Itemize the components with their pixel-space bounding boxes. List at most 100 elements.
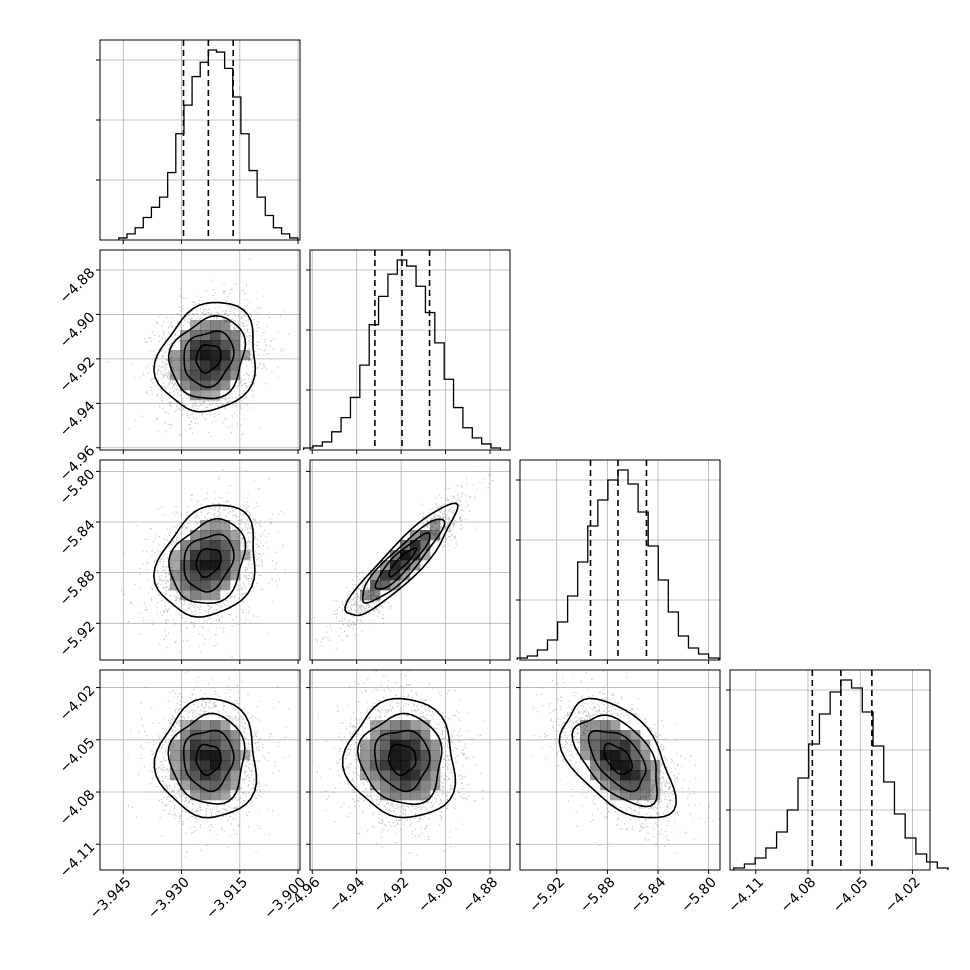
density-cell	[610, 750, 621, 761]
density-cell	[370, 780, 381, 791]
density-cell	[200, 550, 211, 561]
density-cell	[650, 770, 661, 781]
density-cell	[410, 530, 421, 541]
density-cell	[180, 720, 191, 731]
density-cell	[420, 740, 431, 751]
scatter-panel-1-0	[96, 249, 301, 454]
density-cell	[220, 340, 231, 351]
density-cell	[230, 780, 241, 791]
density-cell	[380, 740, 391, 751]
density-cell	[230, 550, 241, 561]
density-cell	[220, 560, 231, 571]
density-cell	[170, 760, 181, 771]
density-cell	[590, 770, 601, 781]
density-cell	[600, 720, 611, 731]
density-cell	[410, 550, 421, 561]
density-cell	[170, 570, 181, 581]
axes-frame	[729, 669, 931, 871]
density-cell	[420, 530, 431, 541]
density-cell	[650, 790, 661, 801]
density-cell	[170, 550, 181, 561]
density-cell	[380, 790, 391, 801]
density-cell	[180, 560, 191, 571]
density-cell	[590, 760, 601, 771]
density-cell	[600, 760, 611, 771]
density-cell	[390, 730, 401, 741]
density-cell	[390, 580, 401, 591]
contour-line-3	[153, 697, 258, 819]
contour-line-2	[167, 314, 247, 400]
density-cell	[220, 780, 231, 791]
histogram-step-line	[118, 49, 299, 240]
axes-frame	[99, 669, 301, 871]
density-cell	[190, 570, 201, 581]
density-cell	[420, 750, 431, 761]
density-cell	[220, 350, 231, 361]
axes-frame	[99, 39, 301, 241]
density-cell	[230, 340, 241, 351]
density-cell	[610, 780, 621, 791]
density-cell	[410, 720, 421, 731]
density-cell	[590, 750, 601, 761]
density-cell	[430, 530, 441, 541]
density-cell	[200, 790, 211, 801]
density-cell	[200, 760, 211, 771]
density-cell	[190, 370, 201, 381]
density-cell	[200, 360, 211, 371]
density-cell	[370, 770, 381, 781]
x-tick-label: −5.84	[628, 874, 670, 916]
density-cell	[240, 750, 251, 761]
contour-line-2	[167, 712, 246, 805]
density-cell	[180, 340, 191, 351]
density-cell	[230, 540, 241, 551]
y-tick-label: −4.94	[57, 398, 99, 440]
density-cell	[420, 540, 431, 551]
density-cell	[360, 760, 371, 771]
density-cell	[200, 320, 211, 331]
density-cell	[630, 760, 641, 771]
contour-line-1	[374, 532, 431, 590]
density-cell	[200, 350, 211, 361]
density-cell	[210, 750, 221, 761]
contour-line-1	[182, 729, 235, 793]
density-cell	[230, 350, 241, 361]
density-cell	[430, 750, 441, 761]
density-cell	[190, 780, 201, 791]
density-cell	[390, 560, 401, 571]
density-cell	[220, 330, 231, 341]
contour-line-3	[558, 697, 677, 819]
density-cell	[410, 740, 421, 751]
scatter-points	[531, 670, 714, 854]
density-cell	[400, 730, 411, 741]
density-cell	[210, 390, 221, 401]
density-cell	[220, 360, 231, 371]
histogram-panel-2	[516, 459, 721, 664]
density-cell	[200, 780, 211, 791]
axes-frame	[99, 249, 301, 451]
density-cell	[240, 350, 251, 361]
density-cell	[220, 580, 231, 591]
density-cell	[210, 320, 221, 331]
density-cell	[610, 730, 621, 741]
density-cell	[190, 720, 201, 731]
contour-line-3	[344, 502, 459, 617]
scatter-panel-2-0	[96, 459, 301, 664]
density-cell	[630, 790, 641, 801]
density-cell	[640, 750, 651, 761]
density-cell	[200, 590, 211, 601]
density-cell	[190, 530, 201, 541]
density-cell	[200, 520, 211, 531]
scatter-panel-3-1	[306, 669, 511, 874]
density-cell	[180, 770, 191, 781]
density-cell	[640, 780, 651, 791]
density-cell	[230, 560, 241, 571]
density-cell	[230, 570, 241, 581]
contour-line-0	[388, 546, 418, 578]
density-cell	[220, 370, 231, 381]
y-tick-label: −5.84	[57, 517, 99, 559]
density-cell	[200, 730, 211, 741]
density-cell	[360, 750, 371, 761]
density-cell	[640, 790, 651, 801]
density-cell	[190, 550, 201, 561]
density-cell	[620, 790, 631, 801]
